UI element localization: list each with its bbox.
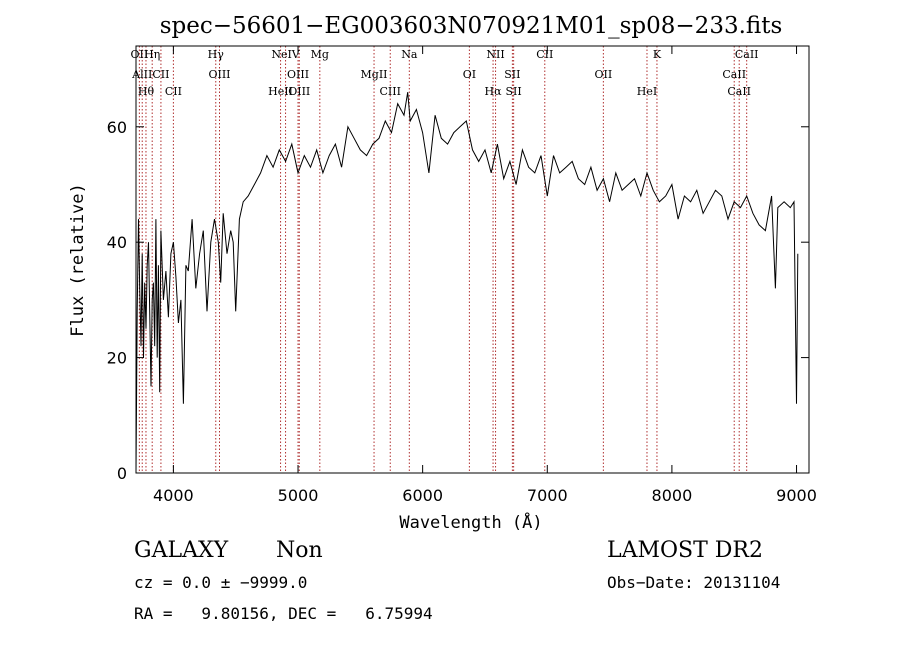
line-marker-label: CII — [165, 85, 182, 98]
line-marker-label: MgII — [361, 68, 388, 81]
line-marker-label: CaII — [735, 48, 759, 61]
line-marker-labels: OIIAlIIHθHηCIICIIHγOIIIHeIINeIVOIIIOIIIM… — [131, 48, 759, 98]
redshift-readout: cz = 0.0 ± −9999.0 — [134, 573, 308, 592]
survey-name: LAMOST DR2 — [607, 538, 763, 563]
spectrum-line — [135, 92, 799, 474]
x-axis-label: Wavelength (Å) — [399, 511, 542, 533]
chart-title: spec−56601−EG003603N070921M01_sp08−233.f… — [160, 13, 783, 39]
line-marker-label: OIII — [288, 85, 310, 98]
line-marker-label: OIII — [208, 68, 230, 81]
line-marker-label: OI — [463, 68, 476, 81]
x-tick-label: 4000 — [153, 486, 194, 505]
line-marker-label: SII — [504, 68, 520, 81]
line-marker-label: HeI — [637, 85, 657, 98]
y-tick-label: 40 — [107, 233, 127, 252]
line-marker-label: OIII — [287, 68, 309, 81]
x-tick-label: 6000 — [402, 486, 443, 505]
line-marker-label: NeIV — [271, 48, 300, 61]
y-tick-label: 0 — [117, 464, 127, 483]
line-marker-label: SII — [506, 85, 522, 98]
line-marker-label: OII — [131, 48, 149, 61]
line-marker-label: Mg — [311, 48, 329, 61]
y-axis-label: Flux (relative) — [68, 183, 88, 337]
line-marker-label: NII — [486, 48, 504, 61]
line-marker-label: OII — [595, 68, 613, 81]
x-axis-ticks: 4000 5000 6000 7000 8000 9000 — [153, 46, 817, 505]
line-marker-label: CII — [152, 68, 169, 81]
line-marker-label: CII — [536, 48, 553, 61]
y-tick-label: 60 — [107, 118, 127, 137]
line-marker-label: HeII — [268, 85, 293, 98]
object-subclass: Non — [276, 538, 323, 563]
line-marker-label: CIII — [380, 85, 401, 98]
line-marker-label: Na — [401, 48, 418, 61]
line-marker-label: CaII — [722, 68, 746, 81]
line-marker-label: CaII — [727, 85, 751, 98]
x-tick-label: 5000 — [278, 486, 319, 505]
x-tick-label: 8000 — [652, 486, 693, 505]
observation-date: Obs−Date: 20131104 — [607, 573, 781, 592]
x-tick-label: 7000 — [527, 486, 568, 505]
line-marker-label: Hγ — [208, 48, 225, 61]
line-markers — [138, 46, 748, 473]
coordinates-readout: RA = 9.80156, DEC = 6.75994 — [134, 604, 433, 623]
plot-frame — [135, 45, 810, 474]
y-tick-label: 20 — [107, 349, 127, 368]
line-marker-label: Hα — [485, 85, 503, 98]
y-axis-ticks: 0 20 40 60 — [107, 118, 809, 483]
line-marker-label: K — [653, 48, 662, 61]
object-class: GALAXY — [134, 538, 229, 563]
line-marker-label: Hη — [144, 48, 160, 61]
line-marker-label: AlII — [131, 68, 152, 81]
x-tick-label: 9000 — [776, 486, 817, 505]
line-marker-label: Hθ — [138, 85, 155, 98]
